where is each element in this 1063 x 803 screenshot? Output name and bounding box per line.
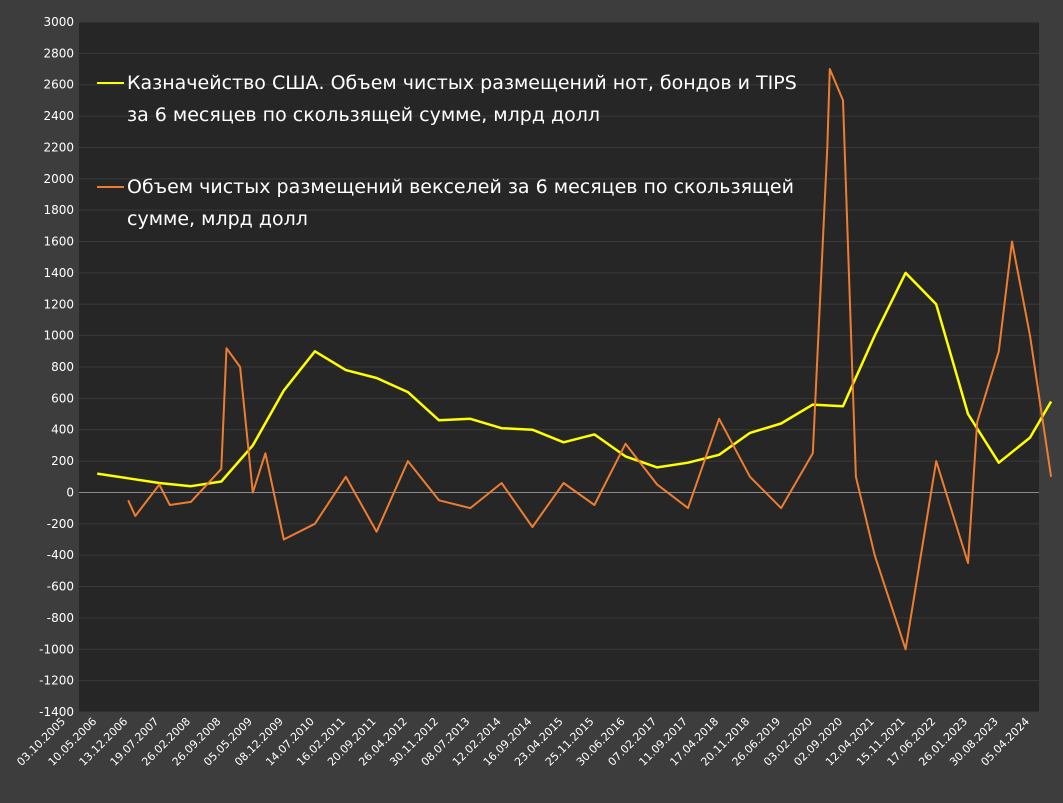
y-tick-label: -1000 xyxy=(39,642,74,656)
y-tick-label: 1200 xyxy=(43,297,74,311)
y-axis-tick-labels: -1400 -1200 -1000 -800 -600 -400 -200 0 200 400 60… xyxy=(39,15,74,719)
legend-label-1: за 6 месяцев по скользящей сумме, млрд д… xyxy=(127,104,600,126)
y-tick-label: -200 xyxy=(47,517,74,531)
series-lines xyxy=(97,68,1053,651)
y-tick-label: 1000 xyxy=(43,329,74,343)
legend-label-1: Казначейство США. Объем чистых размещени… xyxy=(127,72,797,94)
legend-label-2: сумме, млрд долл xyxy=(127,208,308,230)
gridlines xyxy=(79,21,1039,713)
y-tick-label: 600 xyxy=(51,391,74,405)
y-tick-label: 2400 xyxy=(43,109,74,123)
y-tick-label: 0 xyxy=(66,485,74,499)
y-tick-label: 1600 xyxy=(43,235,74,249)
y-tick-label: -600 xyxy=(47,580,74,594)
y-tick-label: -400 xyxy=(47,548,74,562)
y-tick-label: 200 xyxy=(51,454,74,468)
legend-label-2: Объем чистых размещений векселей за 6 ме… xyxy=(127,176,794,198)
y-tick-label: 1800 xyxy=(43,203,74,217)
series-line-2 xyxy=(127,68,1053,651)
y-tick-label: 2000 xyxy=(43,172,74,186)
y-tick-label: 2600 xyxy=(43,78,74,92)
y-tick-label: 1400 xyxy=(43,266,74,280)
y-tick-label: 2800 xyxy=(43,46,74,60)
y-tick-label: 800 xyxy=(51,360,74,374)
y-tick-label: 400 xyxy=(51,423,74,437)
legend: Казначейство США. Объем чистых размещени… xyxy=(97,72,797,230)
y-tick-label: -1200 xyxy=(39,674,74,688)
y-tick-label: -800 xyxy=(47,611,74,625)
y-tick-label: -1400 xyxy=(39,705,74,719)
y-tick-label: 2200 xyxy=(43,140,74,154)
series-line-1 xyxy=(97,271,1053,488)
y-tick-label: 3000 xyxy=(43,15,74,29)
